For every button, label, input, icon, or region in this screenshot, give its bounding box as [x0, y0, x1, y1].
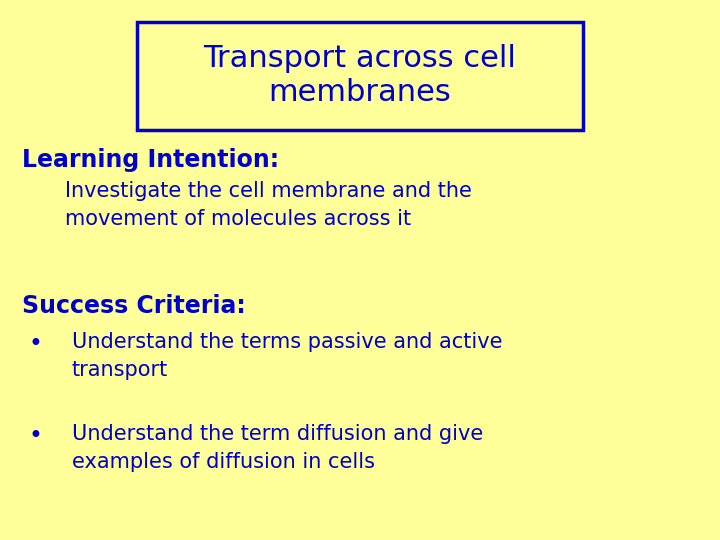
Text: Investigate the cell membrane and the
movement of molecules across it: Investigate the cell membrane and the mo… [65, 181, 472, 229]
Text: Success Criteria:: Success Criteria: [22, 294, 246, 318]
Text: Transport across cell
membranes: Transport across cell membranes [204, 44, 516, 107]
Text: Understand the term diffusion and give
examples of diffusion in cells: Understand the term diffusion and give e… [72, 424, 483, 472]
FancyBboxPatch shape [137, 22, 583, 130]
Text: •: • [29, 332, 42, 356]
Text: •: • [29, 424, 42, 448]
Text: Understand the terms passive and active
transport: Understand the terms passive and active … [72, 332, 503, 380]
Text: Learning Intention:: Learning Intention: [22, 148, 279, 172]
